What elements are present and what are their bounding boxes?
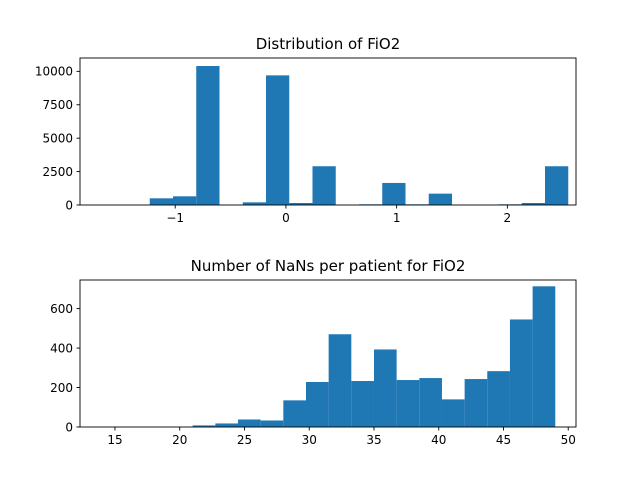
x-tick-label: −1 <box>166 211 184 225</box>
x-tick-label: 45 <box>496 433 511 447</box>
histogram-bar <box>382 182 406 205</box>
bars <box>149 66 569 206</box>
histogram-bar <box>521 203 545 205</box>
histogram-bar <box>312 166 336 205</box>
y-tick-label: 5000 <box>42 131 73 145</box>
axes-frame <box>79 57 577 206</box>
x-axis-ticks: −1 0 1 2 <box>166 205 511 225</box>
x-tick-label: 50 <box>561 433 576 447</box>
histogram-bar <box>305 382 329 427</box>
histogram-bar <box>196 66 220 206</box>
histogram-bar <box>328 334 352 427</box>
histogram-bar <box>441 399 465 427</box>
axes-frame <box>79 279 577 428</box>
histogram-bar <box>237 419 261 427</box>
x-tick-label: 0 <box>282 211 290 225</box>
histogram-bar <box>242 202 266 205</box>
x-tick-label: 2 <box>504 211 512 225</box>
x-tick-label: 1 <box>393 211 401 225</box>
y-tick-label: 0 <box>65 198 73 212</box>
x-tick-label: 30 <box>302 433 317 447</box>
x-tick-label: 40 <box>431 433 446 447</box>
chart-nans-per-patient: Number of NaNs per patient for FiO2 15 20… <box>50 257 577 447</box>
histogram-bar <box>192 425 216 427</box>
histogram-bar <box>173 196 197 205</box>
y-tick-label: 200 <box>50 381 73 395</box>
y-tick-label: 0 <box>65 420 73 434</box>
histogram-bar <box>373 349 397 427</box>
histogram-bar <box>289 203 313 205</box>
histogram-bar <box>545 166 569 205</box>
y-axis-ticks: 0 200 400 600 <box>50 302 80 434</box>
histogram-bar <box>351 381 374 427</box>
y-tick-label: 10000 <box>35 65 73 79</box>
histogram-bar <box>532 286 556 427</box>
histogram-bar <box>215 423 238 427</box>
histogram-bar <box>428 193 452 205</box>
x-tick-label: 25 <box>237 433 252 447</box>
chart-fio2-distribution: Distribution of FiO2 −1 0 1 2 0 2500 5000 7500… <box>35 35 577 225</box>
y-tick-label: 2500 <box>42 165 73 179</box>
chart-title: Distribution of FiO2 <box>256 35 401 53</box>
chart-title: Number of NaNs per patient for FiO2 <box>191 257 466 275</box>
histogram-bar <box>509 319 533 427</box>
histogram-bar <box>487 371 510 427</box>
x-axis-ticks: 15 20 25 30 35 40 45 50 <box>107 427 576 447</box>
y-axis-ticks: 0 2500 5000 7500 10000 <box>35 65 80 212</box>
histogram-bar <box>419 378 442 427</box>
y-tick-label: 600 <box>50 302 73 316</box>
histogram-bar <box>266 75 290 206</box>
histogram-bar <box>396 380 420 427</box>
histogram-bar <box>283 400 306 427</box>
y-tick-label: 400 <box>50 341 73 355</box>
histogram-bar <box>260 420 284 427</box>
histogram-bar <box>149 198 173 205</box>
bars <box>192 286 556 427</box>
x-tick-label: 35 <box>366 433 381 447</box>
y-tick-label: 7500 <box>42 98 73 112</box>
histogram-bar <box>464 379 488 427</box>
x-tick-label: 15 <box>107 433 122 447</box>
x-tick-label: 20 <box>172 433 187 447</box>
